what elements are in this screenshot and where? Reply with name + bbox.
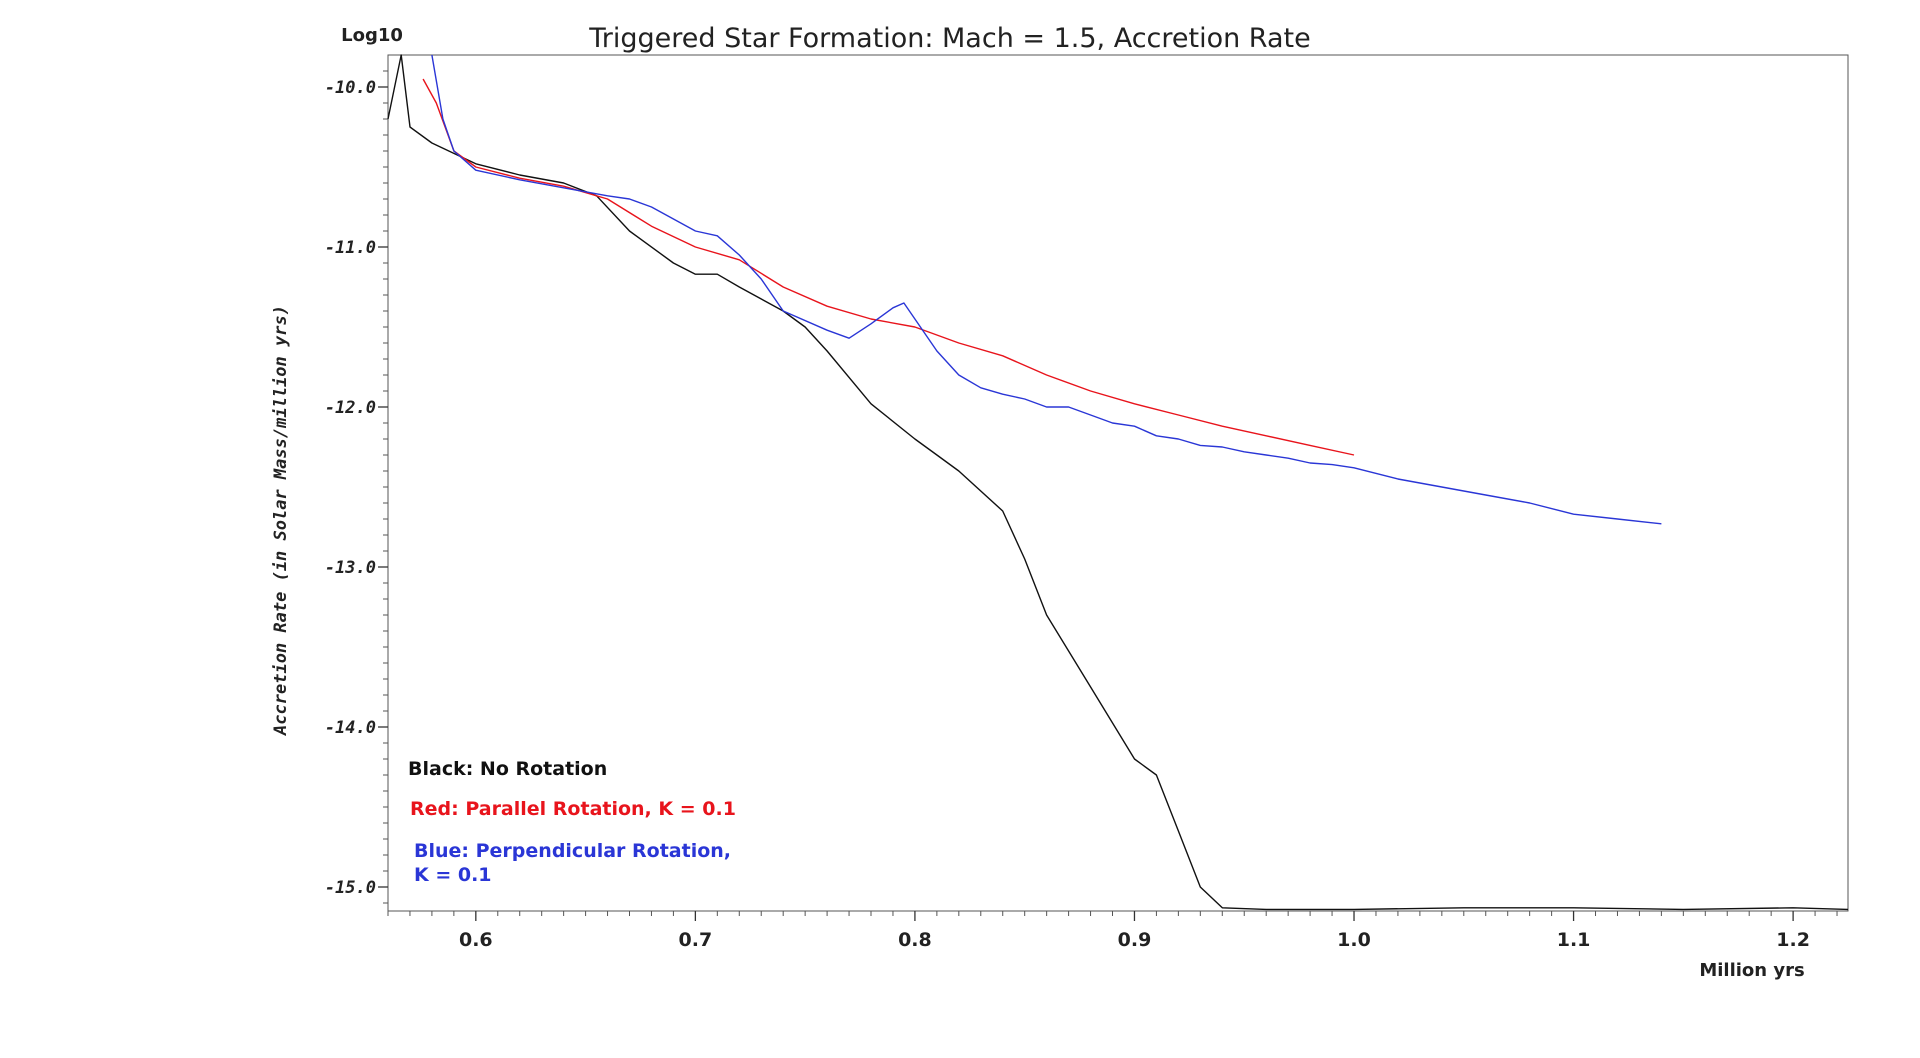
legend-entry-black: Black: No Rotation — [408, 758, 607, 780]
legend-entry-red: Red: Parallel Rotation, K = 0.1 — [410, 798, 736, 820]
y-tick-label: -10.0 — [325, 78, 376, 98]
x-tick-label: 0.8 — [898, 929, 932, 951]
y-tick-label: -11.0 — [325, 238, 376, 258]
series-line-no-rotation — [387, 54, 1849, 911]
series-line-perpendicular-rotation — [431, 54, 1662, 525]
legend-entry-blue: Blue: Perpendicular Rotation, — [414, 840, 731, 862]
y-tick-label: -12.0 — [325, 398, 376, 418]
y-tick-label: -14.0 — [325, 718, 376, 738]
legend: Black: No Rotation Red: Parallel Rotatio… — [408, 758, 736, 886]
series-layer — [387, 54, 1849, 911]
x-axis-ticks: 0.6 0.7 0.8 0.9 1.0 1.1 1.2 — [387, 911, 1838, 951]
series-line-parallel-rotation — [422, 78, 1355, 456]
x-tick-label: 1.0 — [1337, 929, 1371, 951]
y-axis-ticks: -10.0 -11.0 -12.0 -13.0 -14.0 -15.0 — [325, 70, 388, 904]
y-axis-label: Accretion Rate (in Solar Mass/million yr… — [271, 305, 291, 736]
x-tick-label: 0.9 — [1118, 929, 1152, 951]
chart-title: Triggered Star Formation: Mach = 1.5, Ac… — [588, 23, 1310, 54]
plot-area-frame — [387, 54, 1849, 912]
x-tick-label: 1.2 — [1776, 929, 1810, 951]
y-tick-label: -13.0 — [325, 558, 376, 578]
y-unit-label: Log10 — [341, 25, 403, 46]
x-tick-label: 0.7 — [679, 929, 713, 951]
x-tick-label: 0.6 — [459, 929, 493, 951]
x-axis-label: Million yrs — [1699, 960, 1804, 981]
legend-entry-blue-continued: K = 0.1 — [414, 864, 492, 886]
y-tick-label: -15.0 — [325, 878, 376, 898]
x-tick-label: 1.1 — [1557, 929, 1591, 951]
